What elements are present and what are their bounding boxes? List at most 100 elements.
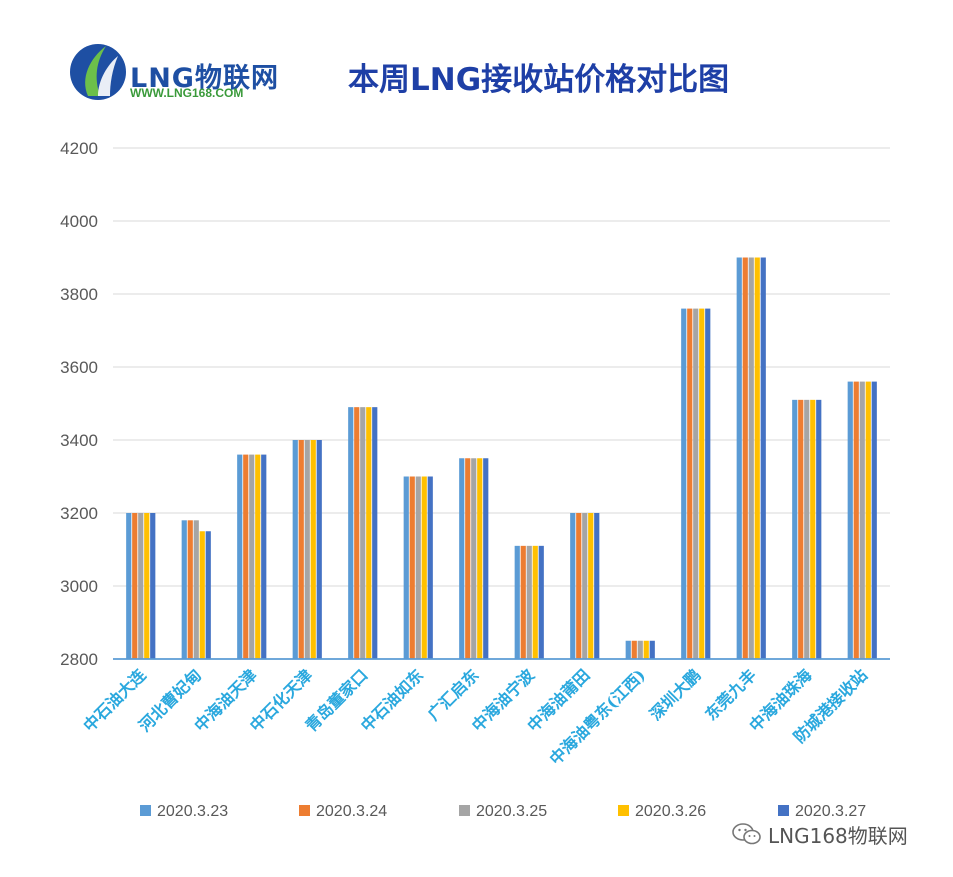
y-tick-label: 3200	[60, 504, 98, 523]
bar	[699, 308, 705, 659]
bar	[520, 545, 526, 659]
y-tick-label: 2800	[60, 650, 98, 669]
bar	[132, 513, 138, 659]
bar	[237, 454, 243, 659]
x-category-labels: 中石油大连河北曹妃甸中海油天津中石化天津青岛董家口中石油如东广汇启东中海油宁波中…	[80, 665, 872, 769]
bar	[588, 513, 594, 659]
bar	[144, 513, 150, 659]
bar	[138, 513, 144, 659]
y-tick-label: 3600	[60, 358, 98, 377]
bar	[366, 407, 372, 659]
bar	[871, 381, 877, 659]
legend-label: 2020.3.26	[635, 803, 706, 820]
bar	[372, 407, 378, 659]
bar	[693, 308, 699, 659]
bar	[243, 454, 249, 659]
bar	[792, 399, 798, 659]
bar	[193, 520, 199, 659]
bar	[304, 440, 310, 659]
bar	[748, 257, 754, 659]
x-category-label: 中海油粤东(江西)	[546, 665, 649, 768]
bar	[310, 440, 316, 659]
y-tick-label: 4000	[60, 212, 98, 231]
bar	[181, 520, 187, 659]
bar	[526, 545, 532, 659]
bar	[643, 640, 649, 659]
bar	[594, 513, 600, 659]
bar	[736, 257, 742, 659]
bar	[150, 513, 156, 659]
logo-circle-icon	[70, 44, 126, 100]
grid-lines	[113, 147, 890, 587]
bar	[865, 381, 871, 659]
bar	[316, 440, 322, 659]
bar	[816, 399, 822, 659]
y-tick-label: 3400	[60, 431, 98, 450]
bar	[403, 476, 409, 659]
bar	[514, 545, 520, 659]
bar	[199, 531, 205, 659]
bar	[298, 440, 304, 659]
bar	[255, 454, 261, 659]
bar	[847, 381, 853, 659]
chart-title: 本周LNG接收站价格对比图	[348, 62, 730, 98]
y-tick-label: 4200	[60, 139, 98, 158]
bar	[205, 531, 211, 659]
bar	[649, 640, 655, 659]
legend-label: 2020.3.27	[795, 803, 866, 820]
x-category-label: 深圳大鹏	[646, 665, 705, 724]
bar	[681, 308, 687, 659]
bar	[427, 476, 433, 659]
bar	[798, 399, 804, 659]
bar	[637, 640, 643, 659]
bar	[409, 476, 415, 659]
bar	[742, 257, 748, 659]
bar	[538, 545, 544, 659]
y-tick-label: 3800	[60, 285, 98, 304]
logo-leaf-icon	[85, 46, 106, 96]
bar	[415, 476, 421, 659]
bar	[625, 640, 631, 659]
y-tick-labels: 2800 3000 3200 3400 3600 3800 4000 4200	[60, 139, 98, 669]
watermark-label: LNG168物联网	[768, 824, 908, 848]
bars	[126, 257, 877, 659]
legend-swatch	[459, 805, 470, 816]
bar	[348, 407, 354, 659]
bar	[360, 407, 366, 659]
bar	[249, 454, 255, 659]
bar	[576, 513, 582, 659]
bar	[754, 257, 760, 659]
bar	[261, 454, 267, 659]
bar	[126, 513, 132, 659]
legend-label: 2020.3.24	[316, 803, 387, 820]
lng168-logo	[70, 44, 126, 100]
bar	[187, 520, 193, 659]
bar	[532, 545, 538, 659]
bar	[760, 257, 766, 659]
bar	[810, 399, 816, 659]
legend-swatch	[778, 805, 789, 816]
bar	[354, 407, 360, 659]
watermark-text: LNG168物联网	[734, 820, 908, 849]
legend-label: 2020.3.25	[476, 803, 547, 820]
legend-swatch	[618, 805, 629, 816]
bar	[465, 458, 471, 659]
legend-swatch	[299, 805, 310, 816]
logo-url: WWW.LNG168.COM	[130, 86, 244, 100]
wechat-icon	[732, 823, 761, 845]
bar	[477, 458, 483, 659]
bar	[687, 308, 693, 659]
legend: 2020.3.23 2020.3.24 2020.3.25 2020.3.26 2020…	[140, 803, 866, 820]
logo-leaf-icon	[98, 56, 118, 96]
bar	[804, 399, 810, 659]
legend-swatch	[140, 805, 151, 816]
bar	[570, 513, 576, 659]
bar	[471, 458, 477, 659]
logo-text: LNG物联网	[130, 63, 279, 94]
bar	[582, 513, 588, 659]
bar	[459, 458, 465, 659]
bar	[421, 476, 427, 659]
bar	[705, 308, 711, 659]
bar	[483, 458, 489, 659]
